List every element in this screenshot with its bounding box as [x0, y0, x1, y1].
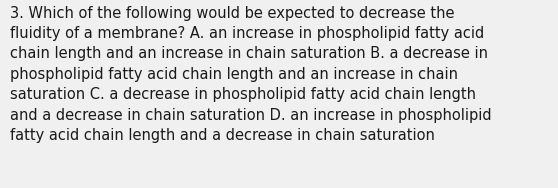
Text: 3. Which of the following would be expected to decrease the
fluidity of a membra: 3. Which of the following would be expec… [10, 6, 492, 143]
